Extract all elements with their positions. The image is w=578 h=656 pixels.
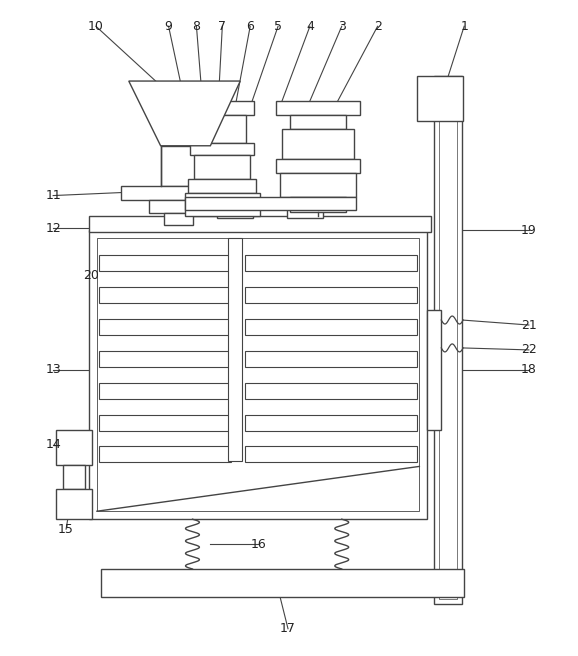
Bar (217, 201, 253, 218)
Bar (245, 415, 417, 430)
Bar (282, 129, 354, 159)
Bar (427, 310, 441, 430)
Text: 19: 19 (521, 224, 537, 237)
Bar (89, 216, 431, 232)
Bar (97, 238, 420, 511)
Bar (184, 193, 260, 216)
Bar (245, 319, 417, 335)
Bar (121, 186, 255, 199)
Bar (287, 201, 323, 218)
Text: 22: 22 (521, 343, 537, 356)
Text: 5: 5 (274, 20, 282, 33)
Text: 3: 3 (338, 20, 346, 33)
Text: 6: 6 (246, 20, 254, 33)
Bar (439, 81, 457, 599)
Text: 8: 8 (192, 20, 201, 33)
Bar (63, 465, 85, 489)
Bar (56, 489, 92, 519)
Text: 17: 17 (280, 623, 296, 635)
Polygon shape (129, 81, 240, 146)
Bar (89, 230, 427, 519)
Bar (99, 351, 231, 367)
Bar (99, 287, 231, 303)
Bar (99, 255, 231, 271)
Bar (99, 415, 231, 430)
Text: 15: 15 (58, 523, 74, 536)
Bar (101, 569, 464, 597)
Text: 7: 7 (218, 20, 227, 33)
Text: 1: 1 (460, 20, 468, 33)
Bar (99, 382, 231, 399)
Bar (276, 101, 360, 115)
Text: 9: 9 (165, 20, 172, 33)
Bar (245, 351, 417, 367)
Bar (245, 287, 417, 303)
Text: 13: 13 (45, 363, 61, 377)
Text: 14: 14 (45, 438, 61, 451)
Bar (245, 447, 417, 462)
Bar (99, 319, 231, 335)
Bar (184, 197, 355, 211)
Bar (191, 101, 254, 115)
Text: 12: 12 (45, 222, 61, 235)
Text: 16: 16 (250, 537, 266, 550)
Bar (276, 159, 360, 173)
Bar (417, 76, 463, 121)
Bar (198, 115, 246, 143)
Bar (245, 382, 417, 399)
Bar (280, 173, 355, 197)
Bar (56, 430, 92, 465)
Bar (290, 115, 346, 129)
Bar (188, 178, 256, 193)
Bar (290, 197, 346, 213)
Bar (164, 213, 194, 226)
Text: 2: 2 (373, 20, 381, 33)
Bar (161, 146, 210, 186)
Text: 10: 10 (88, 20, 104, 33)
Bar (228, 238, 242, 461)
Text: 21: 21 (521, 319, 537, 331)
Bar (434, 76, 462, 604)
Text: 18: 18 (521, 363, 537, 377)
Text: 4: 4 (306, 20, 314, 33)
Text: 20: 20 (83, 269, 99, 281)
Bar (191, 143, 254, 155)
Bar (194, 155, 250, 178)
Bar (149, 199, 209, 213)
Bar (245, 255, 417, 271)
Text: 11: 11 (45, 189, 61, 202)
Bar (99, 447, 231, 462)
